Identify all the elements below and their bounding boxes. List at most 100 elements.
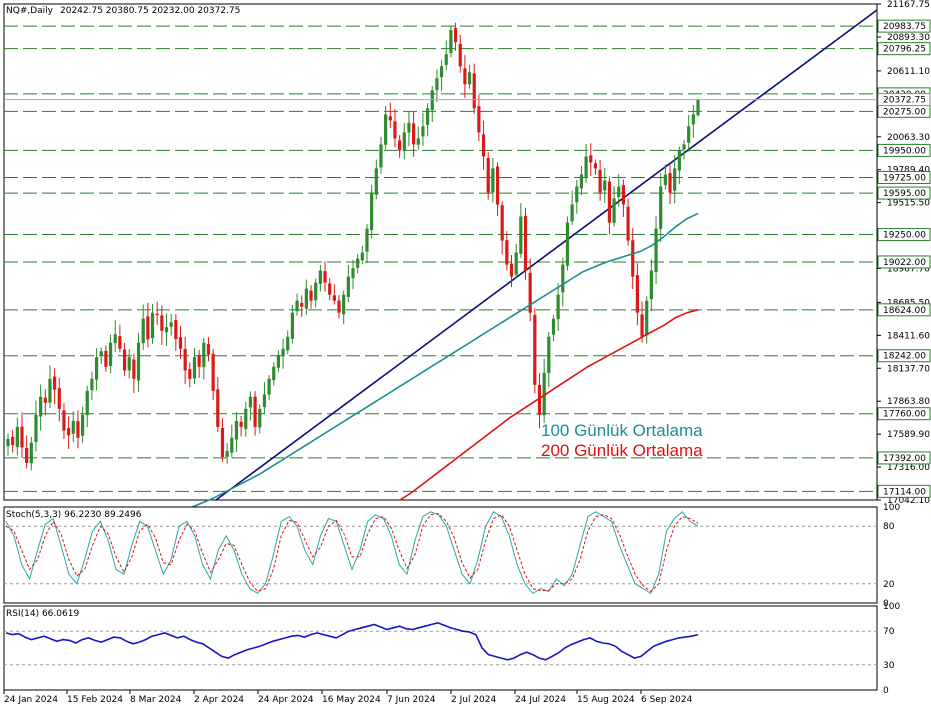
candle-body bbox=[458, 43, 462, 67]
candle-body bbox=[477, 106, 481, 133]
candle-body bbox=[314, 282, 318, 301]
candle-body bbox=[29, 442, 33, 464]
rsi-tick-label: 30 bbox=[883, 661, 895, 671]
rsi-tick-label: 0 bbox=[883, 686, 889, 696]
candle-body bbox=[547, 336, 551, 373]
candle-body bbox=[533, 314, 537, 385]
candle-body bbox=[160, 315, 164, 331]
y-tick-label: 19789.40 bbox=[887, 166, 930, 176]
candle-body bbox=[94, 357, 99, 380]
rsi-title: RSI(14) 66.0619 bbox=[6, 609, 79, 619]
candle-body bbox=[659, 186, 663, 229]
candle-body bbox=[174, 320, 178, 340]
candle-body bbox=[211, 353, 215, 391]
candle-body bbox=[48, 378, 52, 403]
y-tick-label: 20063.30 bbox=[887, 133, 930, 143]
ma100-line bbox=[167, 212, 699, 518]
indicator-frame bbox=[3, 605, 878, 691]
candle-body bbox=[99, 351, 103, 356]
level-box bbox=[877, 407, 931, 421]
candle-body bbox=[90, 378, 94, 391]
x-tick-label: 8 Mar 2024 bbox=[130, 695, 182, 705]
candle-body bbox=[141, 318, 145, 344]
candle-body bbox=[696, 99, 700, 116]
candle-body bbox=[206, 344, 211, 355]
candle-body bbox=[20, 426, 24, 448]
candle-body bbox=[346, 276, 350, 297]
candle-body bbox=[108, 342, 113, 367]
candle-body bbox=[593, 163, 598, 169]
candle-body bbox=[565, 222, 570, 266]
level-label: 17392.00 bbox=[883, 454, 926, 464]
candle-body bbox=[356, 258, 360, 268]
trend-line bbox=[215, 9, 878, 501]
candle-body bbox=[365, 228, 369, 252]
candle-body bbox=[463, 68, 467, 85]
candle-body bbox=[71, 420, 75, 434]
candle-body bbox=[146, 316, 150, 340]
candle-body bbox=[435, 78, 439, 91]
candle-body bbox=[416, 138, 420, 145]
level-box bbox=[877, 143, 931, 157]
candle-body bbox=[673, 168, 677, 191]
candle-body bbox=[444, 54, 448, 65]
level-label: 18624.00 bbox=[883, 306, 926, 316]
level-box bbox=[877, 186, 931, 200]
candle-body bbox=[481, 134, 486, 157]
candle-body bbox=[127, 357, 131, 371]
candle-body bbox=[351, 268, 355, 279]
level-box bbox=[877, 255, 931, 269]
ma100-legend: 100 Günlük Ortalama bbox=[541, 421, 703, 440]
candle-body bbox=[439, 66, 444, 78]
candle-body bbox=[216, 389, 220, 427]
level-box bbox=[877, 42, 931, 56]
candle-body bbox=[234, 420, 239, 440]
candle-body bbox=[505, 240, 509, 265]
level-label: 19250.00 bbox=[883, 231, 926, 241]
candle-body bbox=[258, 408, 262, 428]
x-tick-label: 2 Jul 2024 bbox=[451, 695, 496, 705]
x-tick-label: 15 Aug 2024 bbox=[577, 695, 635, 705]
chart-symbol: NQ#,Daily bbox=[6, 6, 54, 16]
current-price-label: 20372.75 bbox=[883, 96, 926, 106]
candle-body bbox=[528, 272, 532, 313]
candle-body bbox=[388, 116, 392, 121]
x-tick-label: 24 Apr 2024 bbox=[258, 695, 314, 705]
y-tick-label: 17316.00 bbox=[887, 463, 930, 473]
stochastic-panel: 100 80 20 0 bbox=[3, 503, 900, 609]
ma200-legend: 200 Günlük Ortalama bbox=[541, 441, 703, 460]
candle-body bbox=[584, 156, 588, 177]
level-box bbox=[877, 170, 931, 184]
candle-body bbox=[407, 122, 411, 133]
candle-body bbox=[272, 366, 276, 381]
candle-body bbox=[640, 314, 644, 337]
candle-body bbox=[654, 228, 658, 273]
candle-body bbox=[598, 169, 602, 193]
candle-body bbox=[225, 450, 229, 457]
candle-body bbox=[425, 108, 430, 125]
candle-body bbox=[295, 300, 299, 312]
rsi-tick-label: 70 bbox=[883, 627, 895, 637]
candle-body bbox=[491, 168, 495, 193]
candle-body bbox=[328, 283, 332, 295]
candle-body bbox=[626, 206, 630, 241]
candle-body bbox=[617, 186, 621, 197]
indicator-signal-line bbox=[5, 513, 699, 593]
y-tick-label: 17863.80 bbox=[887, 397, 930, 407]
candle-body bbox=[537, 384, 542, 415]
indicator-main-line bbox=[5, 511, 699, 595]
candle-body bbox=[556, 294, 560, 320]
stoch-tick-label: 80 bbox=[883, 522, 895, 532]
candle-body bbox=[412, 123, 416, 145]
indicator-RSI-line bbox=[5, 621, 699, 661]
candle-body bbox=[472, 73, 476, 109]
level-label: 19950.00 bbox=[883, 146, 926, 156]
candle-body bbox=[281, 348, 285, 357]
x-tick-label: 2 Apr 2024 bbox=[194, 695, 244, 705]
candle-body bbox=[318, 270, 322, 284]
candle-body bbox=[374, 168, 378, 195]
candle-body bbox=[290, 312, 294, 339]
candle-body bbox=[561, 264, 565, 293]
candle-body bbox=[62, 410, 66, 431]
